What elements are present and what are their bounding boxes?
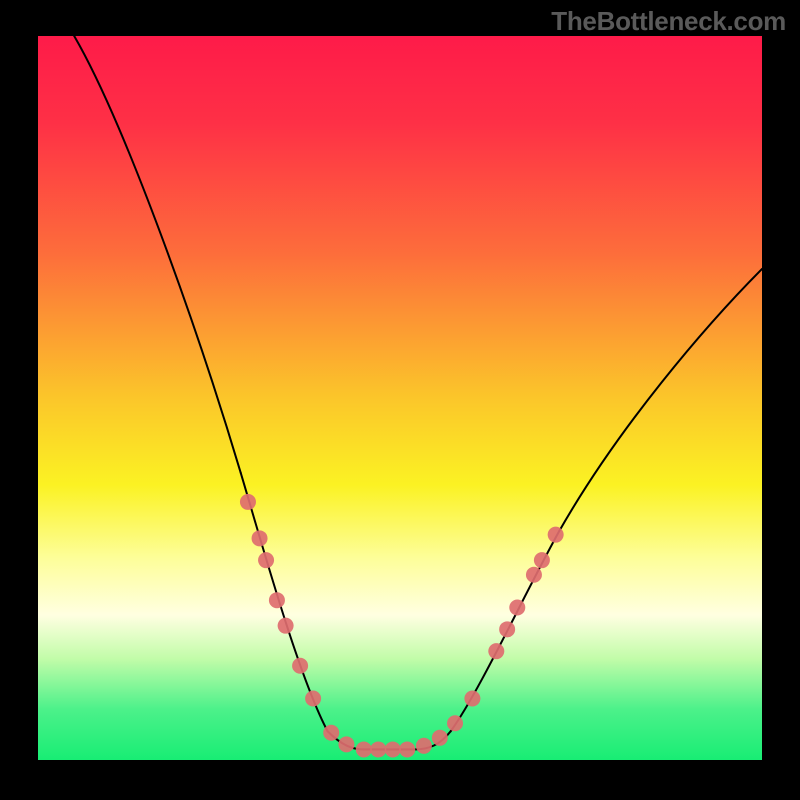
data-marker [323,725,339,741]
data-marker [338,736,354,752]
data-marker [447,715,463,731]
data-marker [526,567,542,583]
data-marker [305,690,321,706]
marker-group [240,494,564,758]
data-marker [499,621,515,637]
bottleneck-curve [74,36,762,749]
data-marker [488,643,504,659]
data-marker [278,618,294,634]
data-marker [416,738,432,754]
data-marker [370,741,386,757]
watermark-text: TheBottleneck.com [551,6,786,37]
curve-segment [74,36,241,473]
data-marker [464,690,480,706]
data-marker [534,552,550,568]
data-marker [356,741,372,757]
chart-svg [38,36,762,764]
data-marker [509,599,525,615]
curve-segment [559,269,762,531]
plot-area [38,36,762,764]
data-marker [399,741,415,757]
data-marker [258,552,274,568]
data-marker [240,494,256,510]
data-marker [548,527,564,543]
data-marker [269,592,285,608]
data-marker [292,658,308,674]
data-marker [385,741,401,757]
data-marker [432,730,448,746]
data-marker [252,530,268,546]
